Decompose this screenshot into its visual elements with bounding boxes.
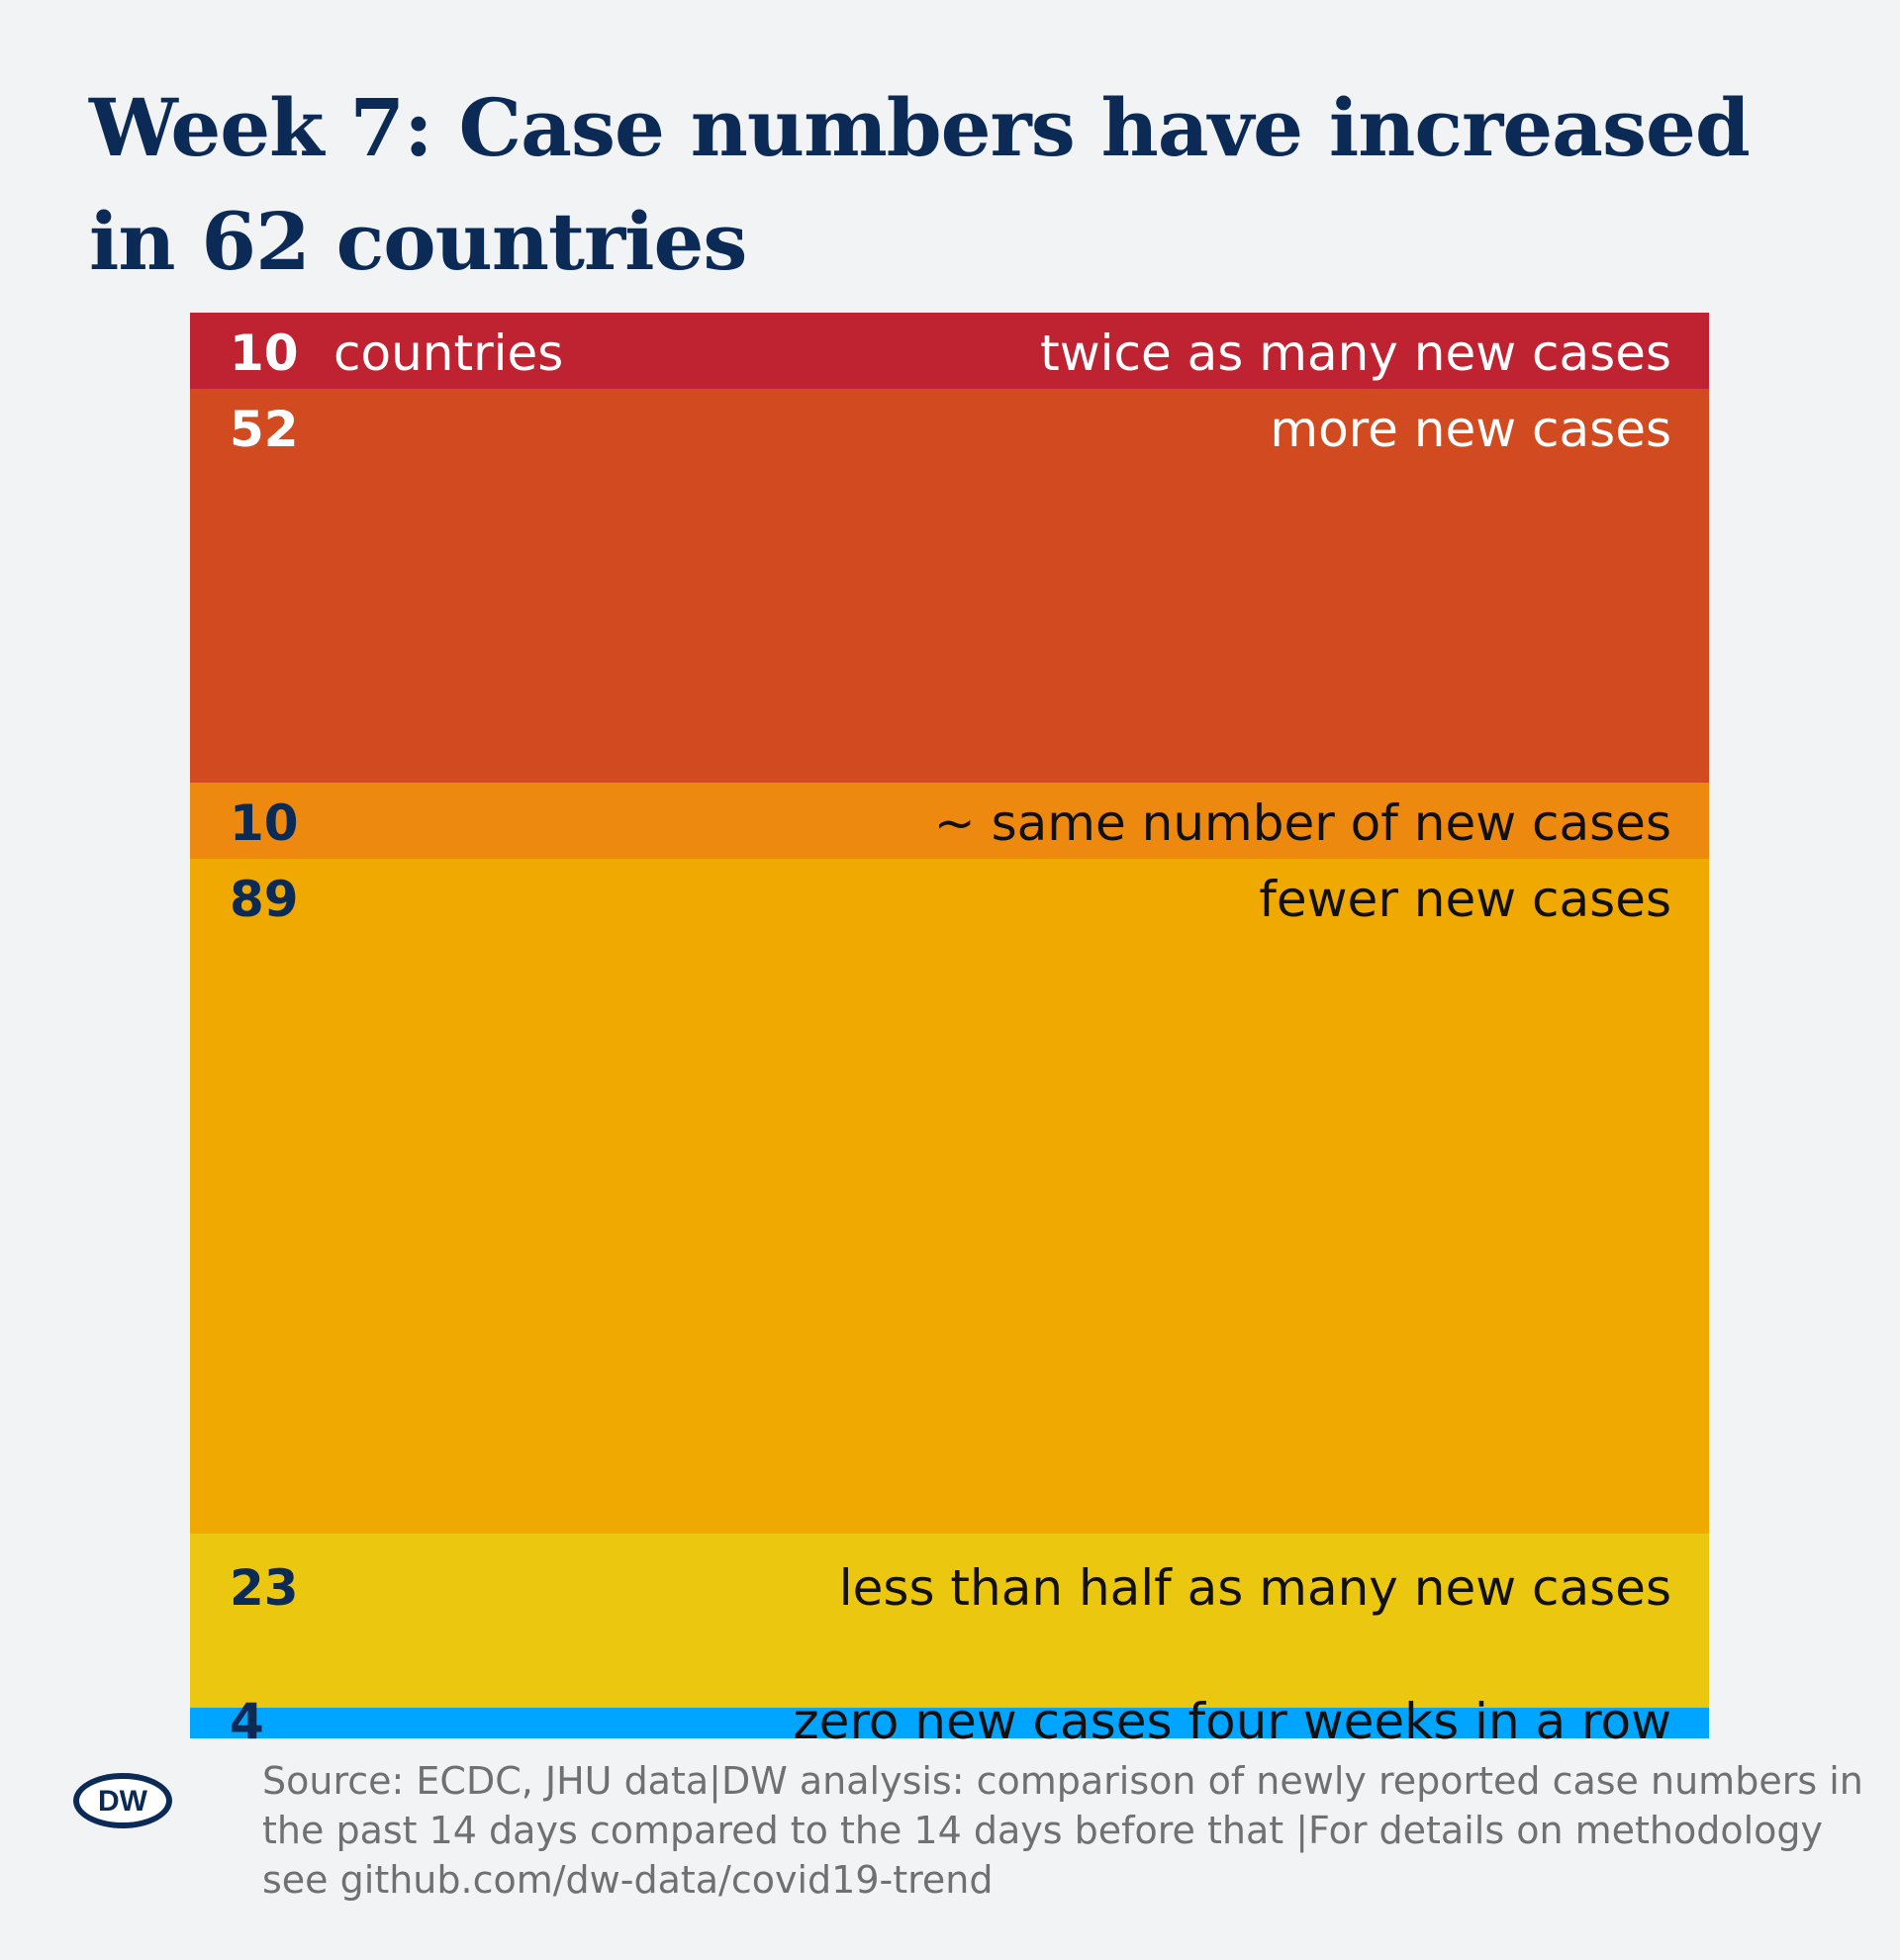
segment-value: 89 [230, 870, 299, 928]
dw-logo: DW [73, 1773, 172, 1828]
segment-value: 23 [230, 1559, 299, 1618]
bar-segment-5 [190, 1534, 1709, 1709]
chart-title: Week 7: Case numbers have increased in 6… [89, 81, 1751, 288]
bar-segment-2 [190, 388, 1709, 784]
bar-segment-3 [190, 783, 1709, 859]
segment-value: 10 [230, 794, 299, 853]
bar-segment-1 [190, 313, 1709, 389]
bar-segment-4 [190, 858, 1709, 1535]
segment-label: more new cases [1270, 400, 1671, 458]
dw-logo-text: DW [98, 1785, 148, 1818]
unit-label: countries [333, 325, 564, 382]
segment-label: fewer new cases [1259, 870, 1671, 928]
segment-label: twice as many new cases [1040, 325, 1671, 382]
segment-label: ~ same number of new cases [933, 794, 1671, 853]
segment-label: zero new cases four weeks in a row [793, 1693, 1671, 1750]
bar-segment-6 [190, 1708, 1709, 1738]
segment-label: less than half as many new cases [838, 1559, 1671, 1618]
segment-value: 52 [230, 400, 299, 458]
segment-value: 4 [230, 1693, 264, 1750]
segment-value: 10 [230, 325, 299, 382]
stacked-bar-chart: 10 countries twice as many new cases 52 more… [190, 313, 1709, 1746]
source-note: Source: ECDC, JHU data|DW analysis: comp… [262, 1759, 1863, 1902]
